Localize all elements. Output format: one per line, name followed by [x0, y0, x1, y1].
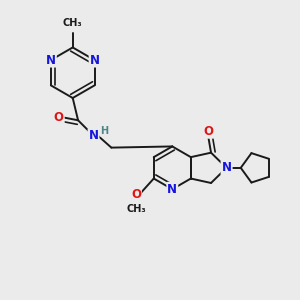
Text: N: N: [88, 129, 98, 142]
Text: H: H: [100, 126, 108, 136]
Text: N: N: [221, 161, 232, 174]
Text: CH₃: CH₃: [63, 18, 83, 28]
Text: N: N: [167, 183, 177, 196]
Text: CH₃: CH₃: [126, 203, 146, 214]
Text: N: N: [46, 54, 56, 67]
Text: O: O: [203, 125, 213, 138]
Text: O: O: [54, 110, 64, 124]
Text: N: N: [90, 54, 100, 67]
Text: O: O: [131, 188, 141, 201]
